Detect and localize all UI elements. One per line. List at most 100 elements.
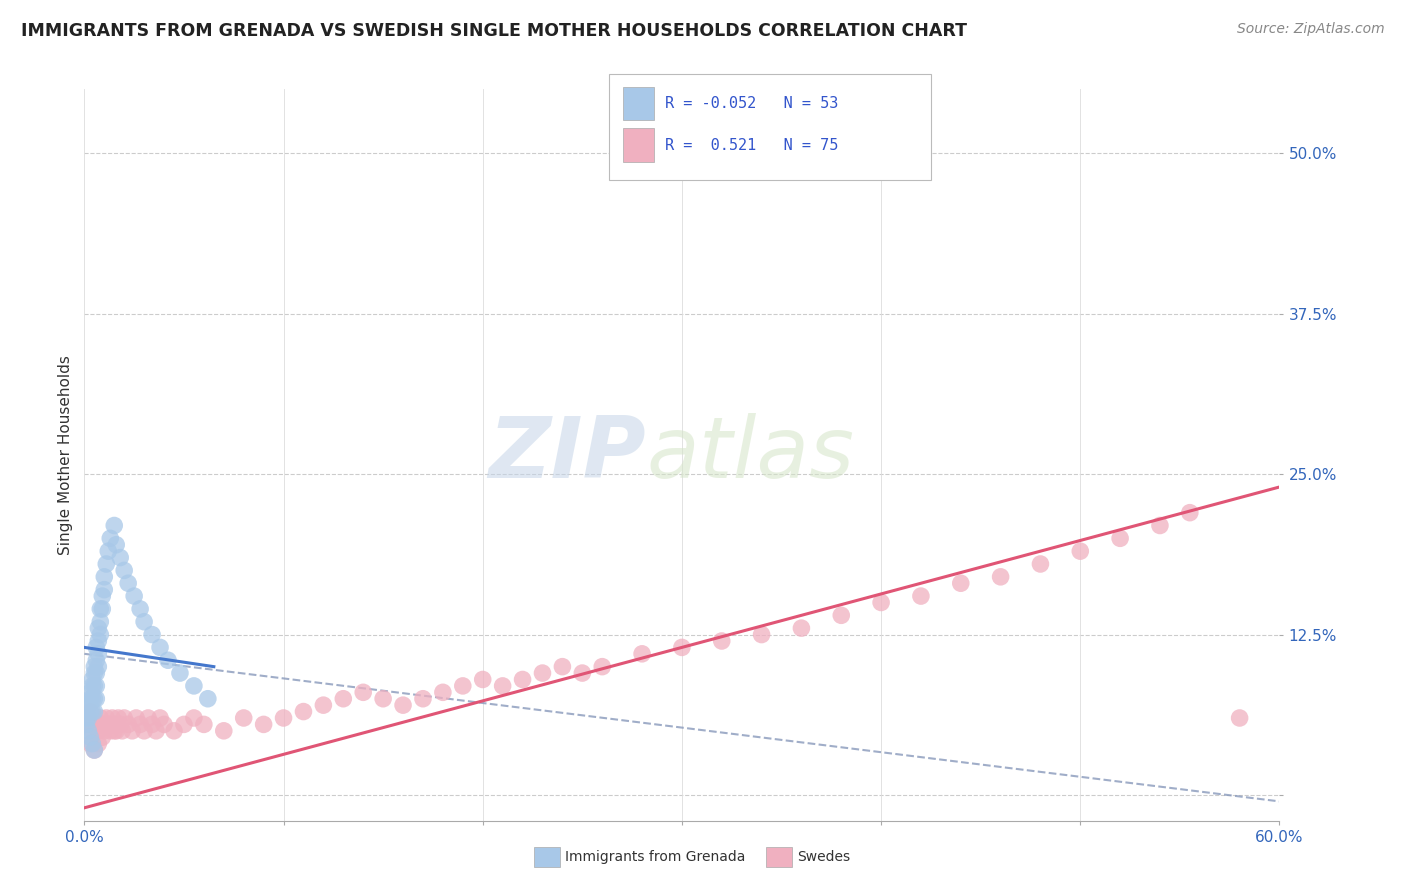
Point [830,608,852,623]
Point [631,647,654,661]
Point [392,698,415,713]
Point [292,705,315,719]
Point [373,691,395,706]
Point [492,679,515,693]
Point [183,711,205,725]
Point [101,711,124,725]
Text: ZIP: ZIP [488,413,647,497]
Point [77,698,100,713]
Point [451,679,474,693]
Point [197,691,219,706]
Point [149,711,172,725]
Point [86,640,108,655]
Point [89,627,111,641]
Point [96,557,118,571]
Point [531,666,554,681]
Point [103,723,125,738]
Point [432,685,454,699]
Point [107,711,129,725]
Point [91,717,114,731]
Point [97,717,120,731]
Point [110,550,132,565]
Point [1029,557,1052,571]
Point [105,723,128,738]
Point [83,659,105,673]
Point [77,711,100,725]
Point [117,576,139,591]
Point [671,640,693,655]
Point [79,705,101,719]
Point [79,685,101,699]
Point [183,679,205,693]
Point [790,621,813,635]
Point [352,685,374,699]
Point [79,730,101,744]
Point [86,679,108,693]
Point [79,705,101,719]
Point [471,673,494,687]
Point [157,653,180,667]
Point [910,589,932,603]
Point [87,659,110,673]
Point [82,691,104,706]
Point [87,634,110,648]
Point [112,711,135,725]
Point [117,717,139,731]
Point [193,717,215,731]
Point [129,717,152,731]
Point [121,723,143,738]
Point [86,691,108,706]
Point [571,666,593,681]
Point [91,602,114,616]
Point [132,723,156,738]
Point [77,717,100,731]
Point [111,723,134,738]
Text: IMMIGRANTS FROM GRENADA VS SWEDISH SINGLE MOTHER HOUSEHOLDS CORRELATION CHART: IMMIGRANTS FROM GRENADA VS SWEDISH SINGL… [21,22,967,40]
Point [591,659,613,673]
Point [82,705,104,719]
Point [82,673,104,687]
Point [83,743,105,757]
Point [232,711,254,725]
Point [1149,518,1171,533]
Point [89,602,111,616]
Point [1109,532,1132,546]
Point [91,730,114,744]
Point [96,711,118,725]
Point [551,659,574,673]
Point [125,711,148,725]
Point [89,711,111,725]
Text: R = -0.052   N = 53: R = -0.052 N = 53 [665,96,838,111]
Y-axis label: Single Mother Households: Single Mother Households [58,355,73,555]
Point [122,589,145,603]
Point [141,627,163,641]
Point [83,666,105,681]
Point [77,723,100,738]
Point [145,723,167,738]
Point [512,673,534,687]
Point [83,743,105,757]
Point [1178,506,1201,520]
Point [949,576,972,591]
Point [86,717,108,731]
Point [332,691,354,706]
Point [75,711,97,725]
Point [169,666,191,681]
Point [103,518,125,533]
Point [173,717,195,731]
Point [87,737,110,751]
Point [87,647,110,661]
Point [149,640,172,655]
Point [153,717,176,731]
Point [312,698,335,713]
Point [86,666,108,681]
Point [86,653,108,667]
Point [112,563,135,577]
Point [990,570,1012,584]
Point [98,723,121,738]
Point [89,615,111,629]
Point [129,602,152,616]
Text: R =  0.521   N = 75: R = 0.521 N = 75 [665,138,838,153]
Text: Source: ZipAtlas.com: Source: ZipAtlas.com [1237,22,1385,37]
Point [83,705,105,719]
